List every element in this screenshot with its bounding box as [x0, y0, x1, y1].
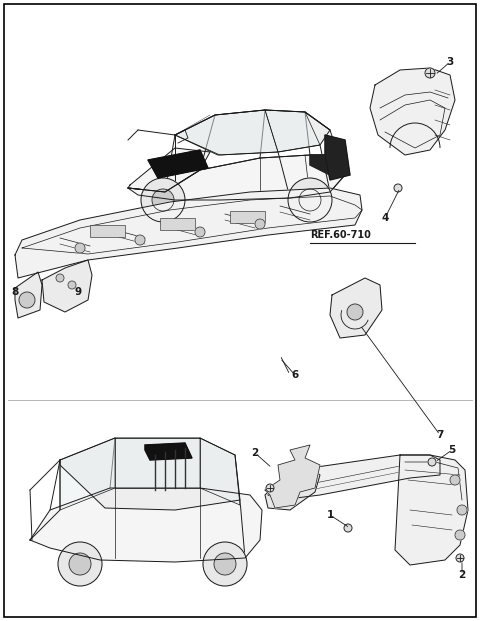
Bar [230, 211, 265, 223]
Circle shape [394, 184, 402, 192]
Polygon shape [175, 110, 330, 155]
Text: 7: 7 [436, 430, 444, 440]
Polygon shape [60, 438, 240, 510]
Polygon shape [175, 110, 278, 155]
Text: 3: 3 [446, 57, 454, 67]
Circle shape [68, 281, 76, 289]
Circle shape [75, 243, 85, 253]
Polygon shape [330, 278, 382, 338]
Circle shape [425, 68, 435, 78]
Circle shape [255, 219, 265, 229]
Text: 2: 2 [252, 448, 259, 458]
Circle shape [428, 458, 436, 466]
Text: 4: 4 [381, 213, 389, 223]
Polygon shape [15, 272, 42, 318]
Circle shape [457, 505, 467, 515]
Circle shape [69, 553, 91, 575]
Circle shape [19, 292, 35, 308]
Polygon shape [148, 150, 208, 178]
Polygon shape [370, 68, 455, 155]
Circle shape [288, 178, 332, 222]
Bar [90, 225, 125, 237]
Bar [160, 218, 195, 230]
Polygon shape [115, 438, 200, 488]
Text: 9: 9 [74, 287, 82, 297]
Circle shape [455, 530, 465, 540]
Circle shape [56, 274, 64, 282]
Polygon shape [15, 188, 362, 278]
Polygon shape [265, 110, 320, 152]
Polygon shape [395, 455, 468, 565]
Polygon shape [60, 438, 115, 510]
Circle shape [266, 484, 274, 492]
Polygon shape [268, 455, 440, 500]
Polygon shape [325, 135, 350, 180]
Polygon shape [265, 445, 320, 508]
Circle shape [347, 304, 363, 320]
Circle shape [450, 475, 460, 485]
Polygon shape [30, 488, 262, 562]
Polygon shape [128, 155, 345, 200]
Text: 6: 6 [291, 370, 299, 380]
Circle shape [195, 227, 205, 237]
Circle shape [299, 189, 321, 211]
Circle shape [58, 542, 102, 586]
Polygon shape [145, 443, 192, 460]
Circle shape [141, 178, 185, 222]
Text: 8: 8 [12, 287, 19, 297]
Text: 1: 1 [326, 510, 334, 520]
Circle shape [203, 542, 247, 586]
Polygon shape [42, 260, 92, 312]
Circle shape [344, 524, 352, 532]
Polygon shape [310, 155, 345, 175]
Text: 2: 2 [458, 570, 466, 580]
Polygon shape [200, 438, 240, 505]
Circle shape [456, 554, 464, 562]
Polygon shape [128, 148, 210, 192]
Polygon shape [265, 468, 320, 510]
Circle shape [152, 189, 174, 211]
Text: 5: 5 [448, 445, 456, 455]
Circle shape [135, 235, 145, 245]
Circle shape [214, 553, 236, 575]
Text: REF.60-710: REF.60-710 [310, 230, 371, 240]
